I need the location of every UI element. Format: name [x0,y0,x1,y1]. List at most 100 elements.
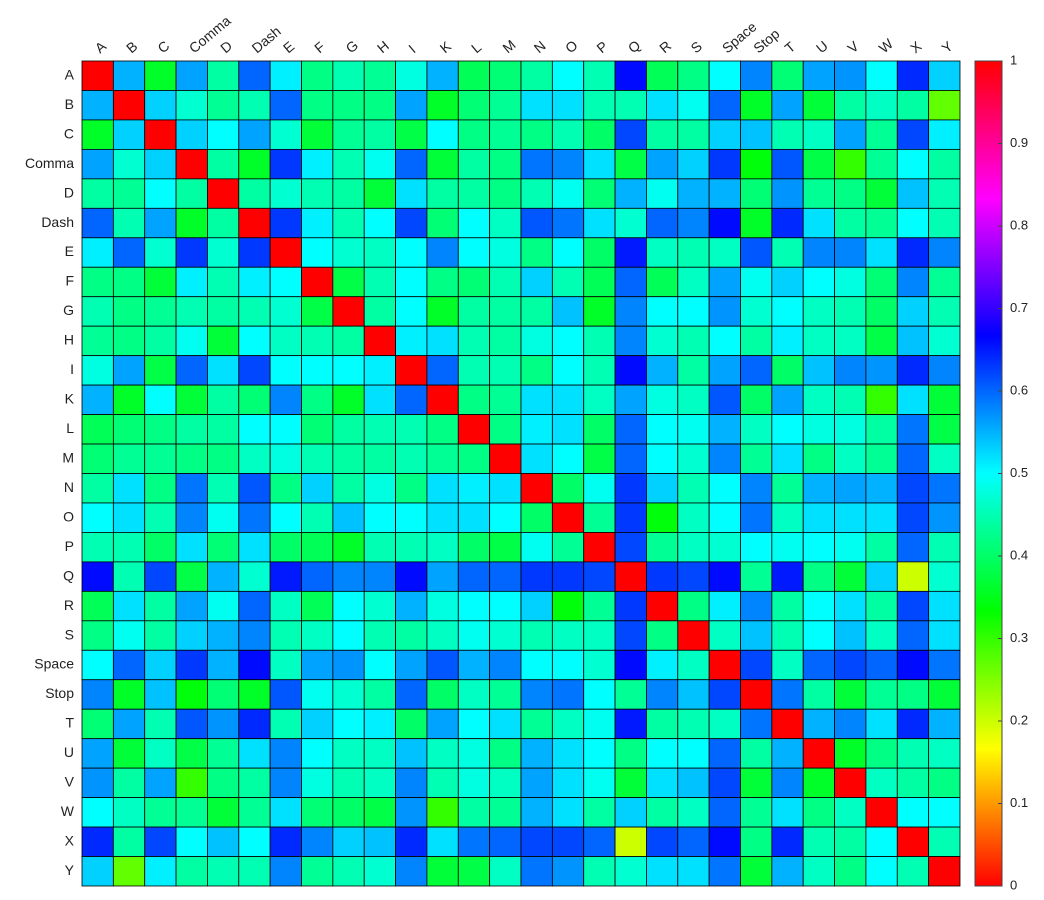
heatmap-cell [896,266,930,298]
heatmap-cell [865,620,898,651]
heatmap-cell [112,148,146,180]
heatmap-cell [740,119,773,150]
heatmap-cell [207,738,240,769]
heatmap-cell [81,119,114,150]
heatmap-cell [771,119,804,150]
heatmap-cell [583,473,616,504]
heatmap-cell [896,90,930,121]
heatmap-cell [457,355,491,386]
heatmap-cell [771,590,804,622]
heatmap-cell [238,237,271,268]
heatmap-cell [301,237,334,268]
heatmap-cell [520,561,553,592]
heatmap-cell [646,178,679,209]
heatmap-cell [81,590,114,622]
heatmap-cell [144,679,177,710]
heatmap-cell [646,561,679,592]
heatmap-cell [457,502,491,533]
heatmap-cell [865,443,898,474]
heatmap-cell [740,532,773,563]
heatmap-cell [677,620,710,651]
heatmap-cell [363,148,396,180]
heatmap-cell [708,207,741,239]
heatmap-cell [802,826,835,857]
heatmap-cell [834,443,867,474]
heatmap-cell [677,856,710,887]
heatmap-cell [708,325,741,357]
heatmap-cell [583,502,616,533]
heatmap-cell [332,207,365,239]
heatmap-cell [426,708,459,740]
heatmap-cell [363,620,396,651]
heatmap-cell [771,325,804,357]
heatmap-cell [457,826,491,857]
heatmap-cell [489,443,522,474]
heatmap-cell [175,384,208,415]
heatmap-cell [489,296,522,327]
colorbar-tick-label: 0.7 [1010,300,1028,315]
heatmap-cell [740,178,773,209]
heatmap-cell [144,325,177,357]
y-tick-label: T [65,715,74,731]
heatmap-cell [708,590,741,622]
x-tick-label: L [468,39,484,56]
heatmap-cell [708,90,741,121]
heatmap-cell [865,826,898,857]
y-tick-label: A [65,66,75,82]
heatmap-cell [834,119,867,150]
heatmap-cell [81,237,114,268]
heatmap-cell [771,502,804,533]
heatmap-cell [457,148,491,180]
heatmap-cell [551,178,585,209]
heatmap-cell [363,767,396,799]
heatmap-cell [614,767,647,799]
heatmap-cell [646,148,679,180]
heatmap-cell [928,207,961,239]
heatmap-cell [301,355,334,386]
heatmap-cell [834,738,867,769]
heatmap-cell [301,532,334,563]
x-tick-label: K [437,37,455,56]
heatmap-cell [144,708,177,740]
heatmap-cell [646,473,679,504]
heatmap-cell [583,148,616,180]
heatmap-cell [583,590,616,622]
heatmap-cell [144,590,177,622]
heatmap-cell [928,237,961,268]
heatmap-cell [928,738,961,769]
heatmap-cell [175,119,208,150]
heatmap-cell [896,502,930,533]
heatmap-cell [144,620,177,651]
heatmap-cell [708,767,741,799]
heatmap-cell [928,119,961,150]
heatmap-cell [269,207,302,239]
colorbar-tick-label: 0.2 [1010,712,1028,727]
heatmap-cell [928,561,961,592]
heatmap-cell [896,620,930,651]
heatmap-cell [144,767,177,799]
heatmap-cell [802,443,835,474]
heatmap-cell [583,532,616,563]
heatmap-cell [238,178,271,209]
heatmap-cell [834,856,867,887]
heatmap-cell [865,679,898,710]
heatmap-cell [802,532,835,563]
heatmap-cell [740,266,773,298]
y-tick-label: O [63,508,74,524]
heatmap-cell [771,473,804,504]
heatmap-cell [708,679,741,710]
heatmap-cell [144,649,177,681]
y-tick-label: Stop [45,685,74,701]
x-tick-label: N [531,37,549,56]
heatmap-cell [81,90,114,121]
heatmap-cell [363,826,396,857]
heatmap-cell [677,355,710,386]
heatmap-cell [677,237,710,268]
heatmap-cell [583,738,616,769]
heatmap-cell [269,532,302,563]
heatmap-cell [144,443,177,474]
heatmap-cell [457,708,491,740]
heatmap-cell [332,355,365,386]
heatmap-cell [614,178,647,209]
heatmap-cell [928,708,961,740]
